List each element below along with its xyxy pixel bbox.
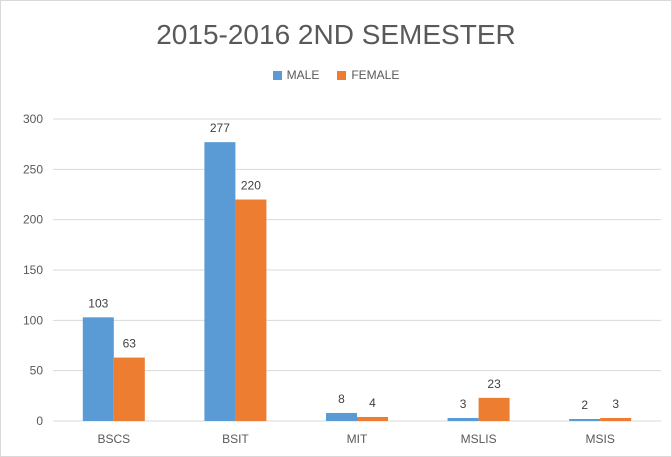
data-label: 23	[487, 377, 501, 391]
legend: MALE FEMALE	[1, 68, 671, 82]
data-label: 103	[88, 296, 108, 310]
y-tick-label: 150	[23, 263, 43, 277]
y-tick-label: 300	[23, 112, 43, 126]
bar-female-mslis	[478, 397, 510, 421]
data-label: 3	[612, 397, 619, 411]
legend-label-female: FEMALE	[351, 68, 400, 82]
x-tick-label: BSIT	[222, 432, 249, 446]
chart-title: 2015-2016 2ND SEMESTER	[156, 19, 516, 50]
x-tick-label: MIT	[347, 432, 368, 446]
y-tick-label: 50	[30, 364, 44, 378]
bar-male-msis	[569, 418, 601, 421]
legend-swatch-female	[337, 70, 347, 80]
bar-male-mslis	[447, 417, 479, 421]
bar-female-bscs	[113, 357, 145, 421]
legend-item-male: MALE	[272, 68, 320, 82]
data-label: 4	[369, 396, 376, 410]
x-tick-label: BSCS	[97, 432, 130, 446]
y-tick-label: 200	[23, 213, 43, 227]
bar-female-bsit	[235, 199, 267, 421]
data-label: 2	[581, 398, 588, 412]
bar-male-bsit	[204, 142, 236, 422]
bar-male-mit	[326, 412, 357, 421]
data-label: 63	[123, 337, 137, 351]
bar-female-msis	[600, 417, 632, 421]
y-tick-label: 0	[36, 414, 43, 428]
data-label: 3	[460, 397, 467, 411]
legend-item-female: FEMALE	[337, 68, 399, 82]
data-label: 220	[241, 179, 261, 193]
bar-female-mit	[357, 416, 388, 421]
x-tick-label: MSIS	[586, 432, 615, 446]
x-tick-label: MSLIS	[461, 432, 497, 446]
data-label: 277	[210, 121, 230, 135]
y-tick-label: 100	[23, 313, 43, 327]
data-label: 8	[338, 392, 345, 406]
y-tick-label: 250	[23, 162, 43, 176]
legend-swatch-male	[272, 70, 282, 80]
bar-male-bscs	[82, 317, 114, 421]
legend-label-male: MALE	[286, 68, 320, 82]
